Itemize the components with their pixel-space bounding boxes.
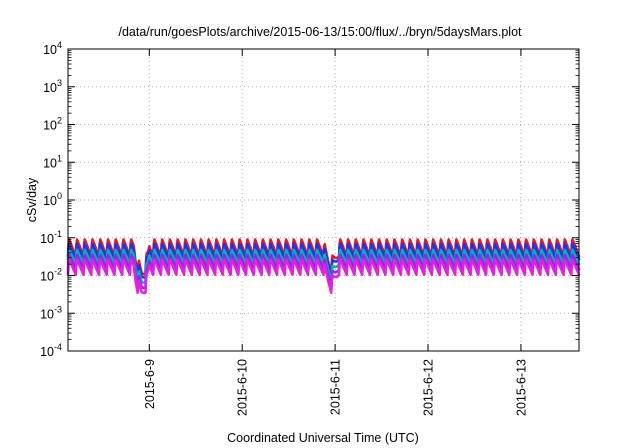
x-tick-label: 2015-6-12: [422, 359, 436, 416]
x-axis-label: Coordinated Universal Time (UTC): [227, 431, 419, 445]
x-tick-label: 2015-6-9: [143, 359, 157, 409]
x-tick-label: 2015-6-11: [329, 359, 343, 415]
x-tick-label: 2015-6-10: [236, 359, 250, 416]
x-tick-label: 2015-6-13: [514, 359, 528, 416]
chart-title: /data/run/goesPlots/archive/2015-06-13/1…: [118, 25, 522, 39]
series-group: [66, 238, 581, 295]
series-line-5: [66, 258, 581, 295]
y-axis-label: cSv/day: [25, 177, 39, 222]
